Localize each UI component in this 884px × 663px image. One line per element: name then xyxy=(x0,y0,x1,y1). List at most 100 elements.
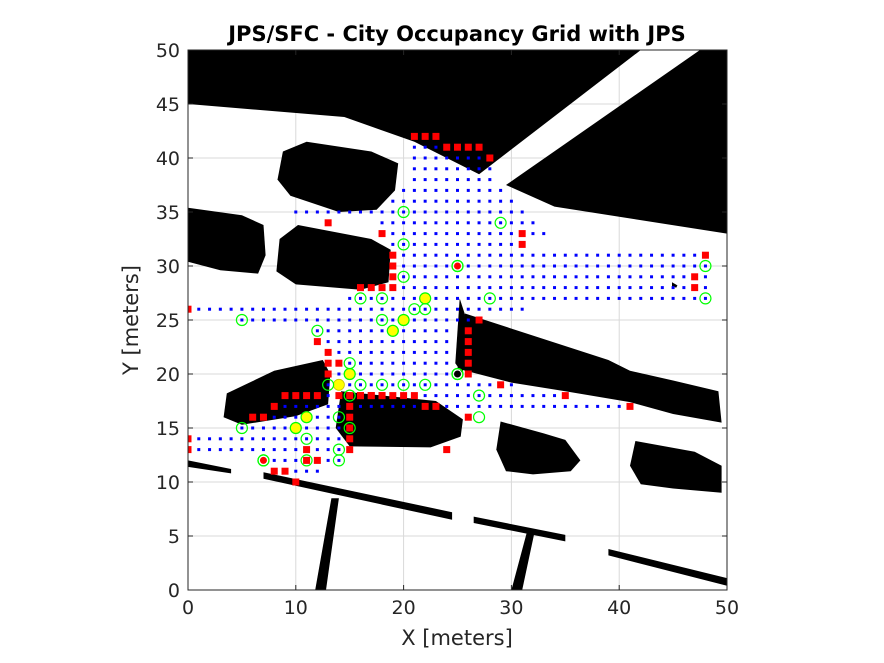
obstacle xyxy=(457,313,722,423)
explored-cell xyxy=(412,383,416,387)
explored-cell xyxy=(456,232,459,236)
explored-cell xyxy=(477,232,481,236)
explored-cell xyxy=(240,307,244,311)
explored-cell xyxy=(348,318,352,322)
explored-cell xyxy=(553,296,557,300)
jump-point xyxy=(419,303,432,316)
explored-cell xyxy=(229,437,233,441)
explored-cell xyxy=(412,188,416,192)
explored-cell xyxy=(412,253,416,257)
explored-cell xyxy=(628,296,632,300)
explored-cell xyxy=(369,329,373,333)
explored-cell xyxy=(218,448,222,452)
explored-cell xyxy=(369,296,373,300)
explored-cell xyxy=(445,394,449,398)
jump-point xyxy=(472,411,486,424)
frontier-cell xyxy=(346,402,354,410)
explored-cell xyxy=(456,156,459,160)
explored-cell xyxy=(531,221,535,225)
jump-point xyxy=(300,411,313,424)
explored-cell xyxy=(412,199,416,203)
frontier-cell xyxy=(367,392,375,400)
explored-cell xyxy=(509,383,513,387)
explored-cell xyxy=(348,361,352,365)
explored-cell xyxy=(499,232,503,236)
explored-cell xyxy=(358,318,362,322)
y-tick-label: 15 xyxy=(156,418,180,440)
explored-cell xyxy=(412,296,416,300)
explored-cell xyxy=(434,156,438,160)
explored-cell xyxy=(391,242,395,246)
y-axis-label: Y [meters] xyxy=(119,265,143,376)
explored-cell xyxy=(402,383,406,387)
explored-cell xyxy=(596,275,600,279)
explored-cell xyxy=(477,188,481,192)
frontier-cell xyxy=(324,359,332,367)
explored-cell xyxy=(412,340,416,344)
explored-cell xyxy=(466,188,470,192)
explored-cell xyxy=(369,404,373,408)
explored-cell xyxy=(596,404,600,408)
frontier-cell xyxy=(292,478,300,486)
explored-cell xyxy=(488,232,492,236)
explored-cell xyxy=(606,296,610,300)
frontier-cell xyxy=(464,143,472,151)
explored-cell xyxy=(477,275,481,279)
explored-cell xyxy=(499,404,503,408)
explored-cell xyxy=(423,188,427,192)
frontier-cell xyxy=(421,402,429,410)
explored-cell xyxy=(380,404,384,408)
frontier-cell xyxy=(303,456,311,464)
explored-cell xyxy=(520,286,524,290)
explored-cell xyxy=(434,350,438,354)
explored-cell xyxy=(585,296,589,300)
explored-cell xyxy=(445,275,449,279)
explored-cell xyxy=(402,275,406,279)
explored-cell xyxy=(402,361,406,365)
frontier-cell xyxy=(389,273,397,281)
explored-cell xyxy=(617,275,621,279)
explored-cell xyxy=(445,242,449,246)
explored-cell xyxy=(358,307,362,311)
explored-cell xyxy=(542,394,546,398)
explored-cell xyxy=(423,394,427,398)
explored-cell xyxy=(445,156,449,160)
explored-cell xyxy=(650,264,654,268)
explored-cell xyxy=(434,167,438,171)
explored-cell xyxy=(423,318,427,322)
explored-cell xyxy=(477,307,481,311)
obstacle xyxy=(496,421,581,475)
explored-cell xyxy=(402,221,406,225)
explored-cell xyxy=(477,167,481,171)
frontier-cell xyxy=(464,370,472,378)
x-axis-label: X [meters] xyxy=(401,626,513,650)
obstacle xyxy=(455,298,465,374)
frontier-cell xyxy=(281,392,289,400)
explored-cell xyxy=(617,264,621,268)
frontier-cell xyxy=(378,230,386,238)
frontier-cell xyxy=(464,359,472,367)
explored-cell xyxy=(596,264,600,268)
obstacle xyxy=(315,498,339,590)
explored-cell xyxy=(218,307,222,311)
explored-cell xyxy=(553,264,557,268)
explored-cell xyxy=(553,286,557,290)
explored-cell xyxy=(466,253,470,257)
explored-cell xyxy=(272,437,276,441)
explored-cell xyxy=(466,210,470,214)
explored-cell xyxy=(703,275,707,279)
explored-cell xyxy=(617,286,621,290)
explored-cell xyxy=(520,307,524,311)
explored-cell xyxy=(585,275,589,279)
explored-cell xyxy=(369,372,373,376)
explored-cell xyxy=(315,307,319,311)
explored-cell xyxy=(606,253,610,257)
explored-cell xyxy=(294,210,298,214)
explored-cell xyxy=(369,307,373,311)
jump-point xyxy=(397,238,410,251)
obstacle xyxy=(511,529,536,590)
frontier-cell xyxy=(324,219,332,227)
explored-cell xyxy=(369,210,373,214)
explored-cell xyxy=(606,286,610,290)
explored-cell xyxy=(574,253,578,257)
